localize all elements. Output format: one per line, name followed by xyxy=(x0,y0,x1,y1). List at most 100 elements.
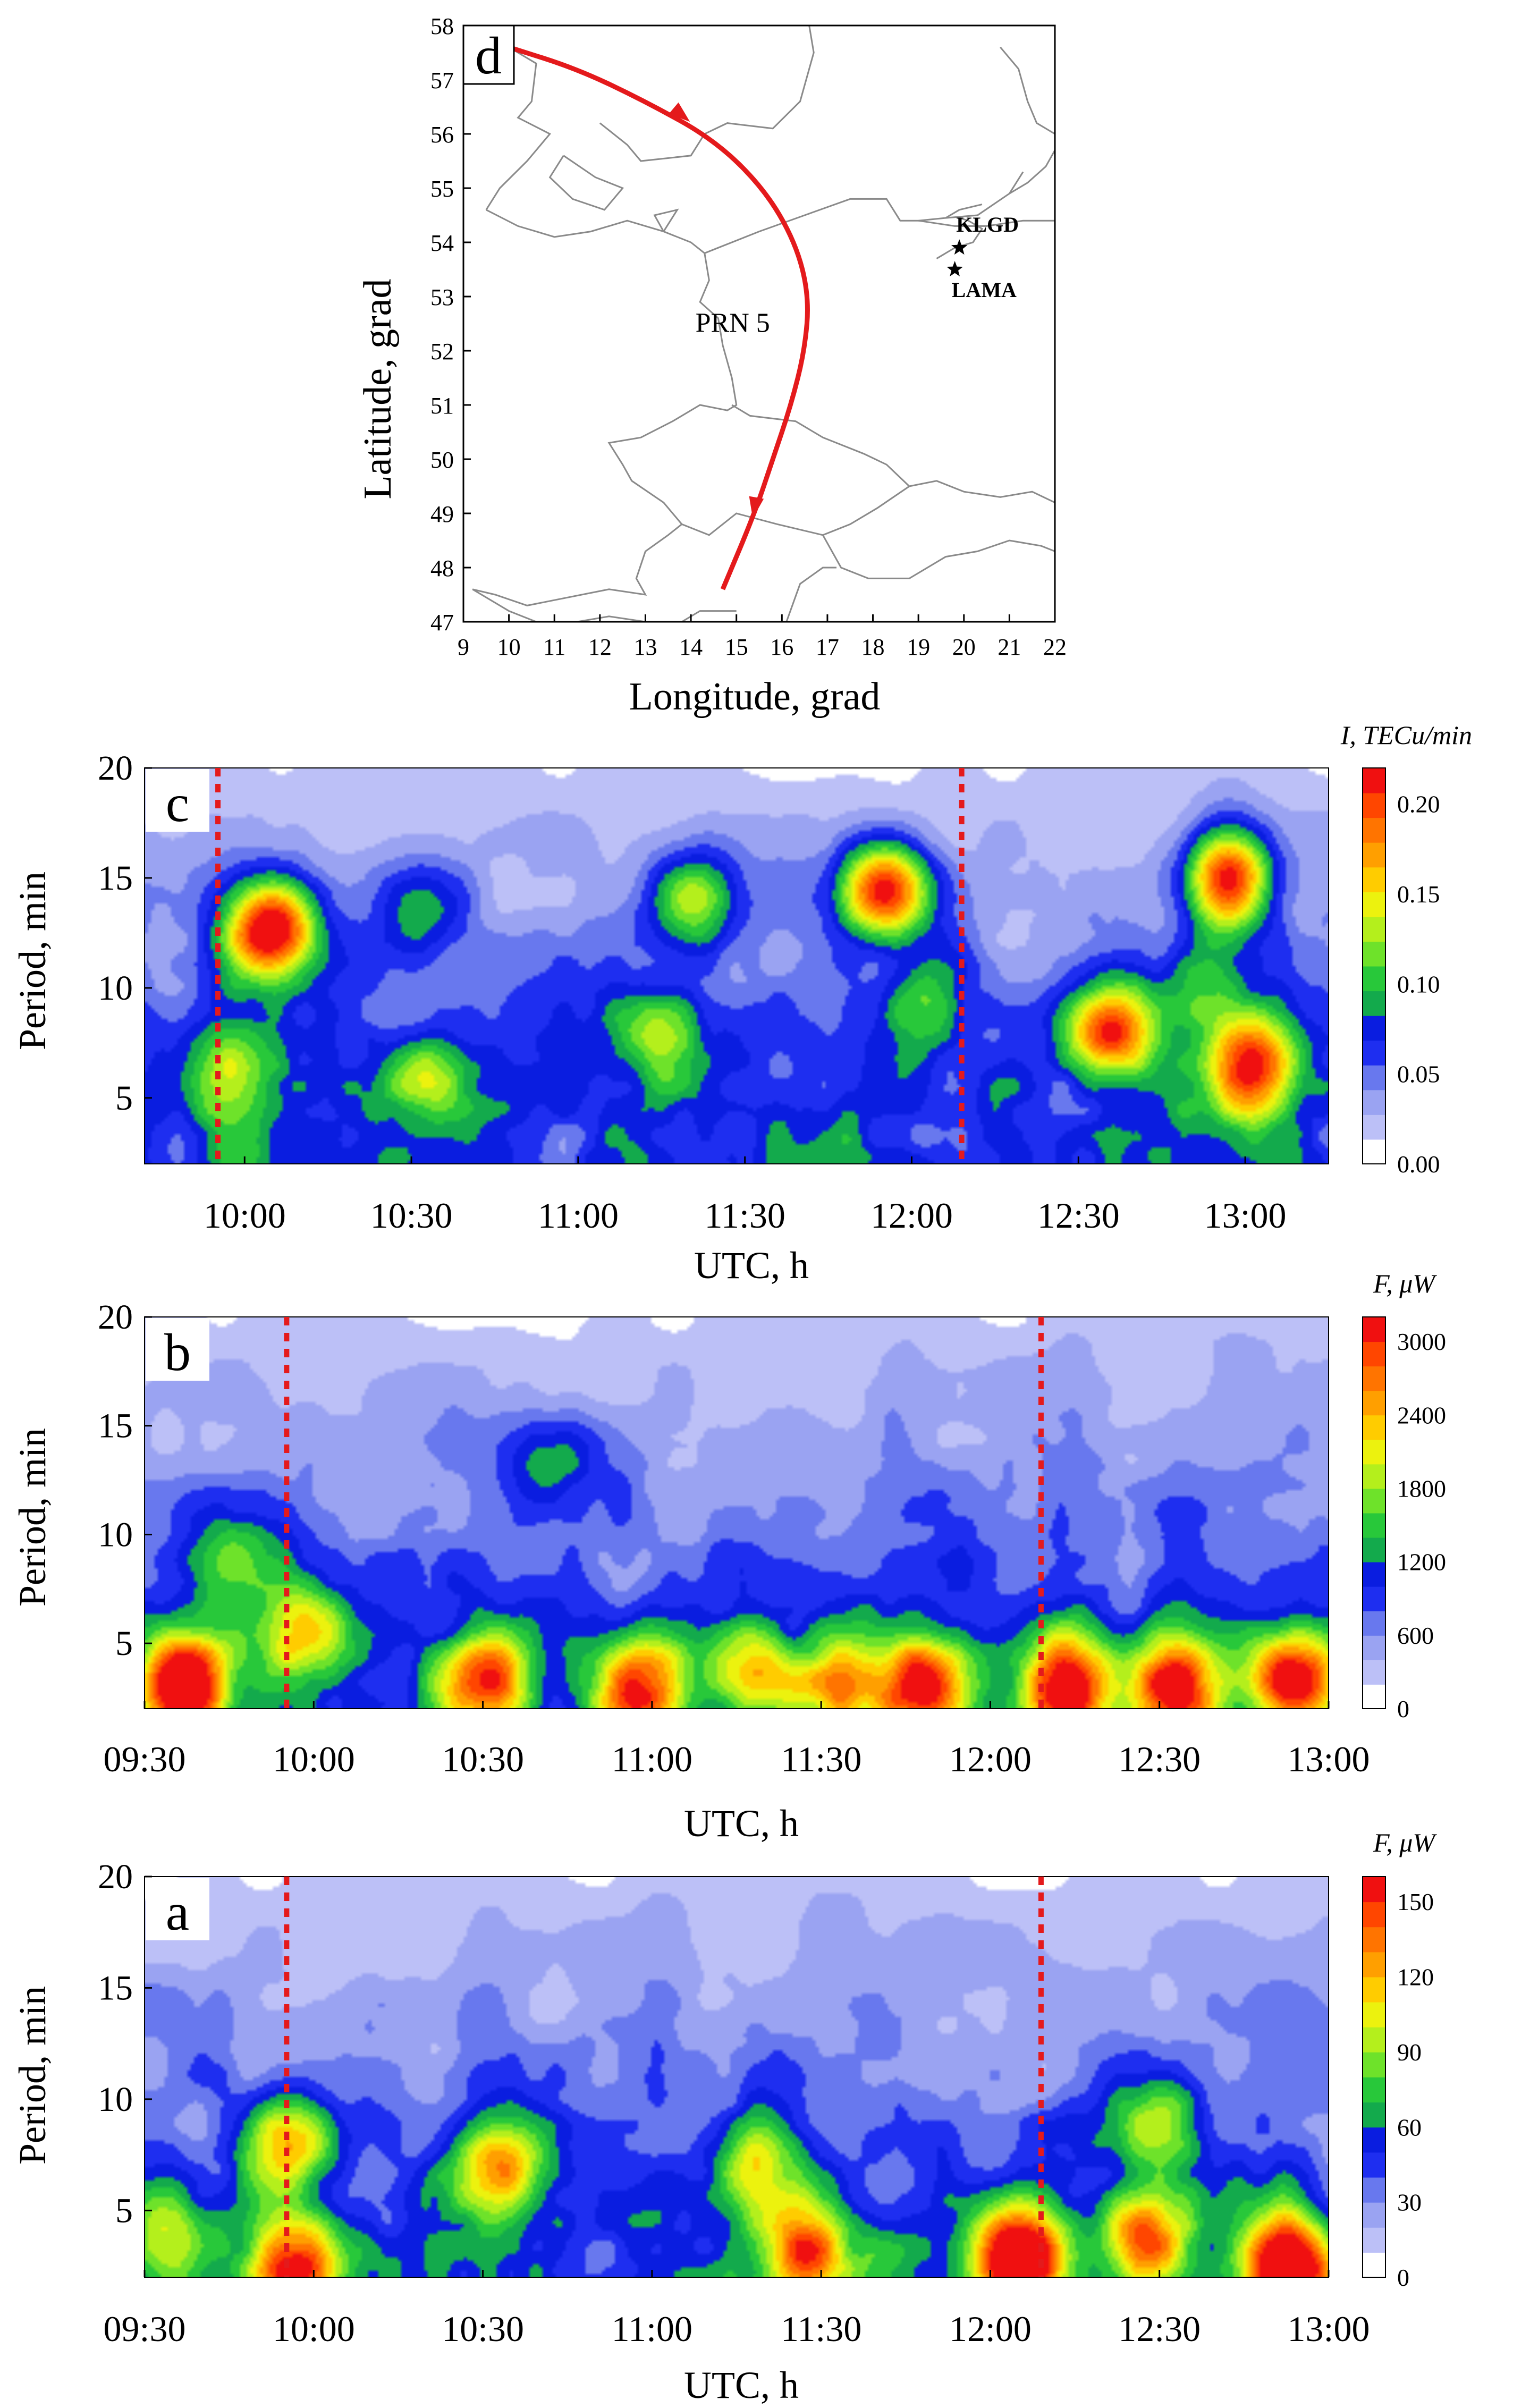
heatmap-panel-c: I, TECu/min UTC, h Period, min 5 10 15 20 10… xyxy=(11,720,1472,1287)
colorbar-tick-label: 0.10 xyxy=(1397,970,1440,998)
colorbar-frame xyxy=(1362,1876,1386,2278)
x-tick-label: 10:00 xyxy=(273,2309,355,2349)
x-tick-label: 11 xyxy=(543,634,565,660)
colorbar-tick-label: 120 xyxy=(1397,1964,1434,1991)
colorbar-tick-label: 600 xyxy=(1397,1622,1434,1649)
colorbar-swatch xyxy=(1363,1586,1385,1611)
border-line xyxy=(548,155,624,211)
x-tick-label: 14 xyxy=(679,634,703,660)
x-tick-label: 10:30 xyxy=(370,1195,453,1236)
y-tick-label: 50 xyxy=(430,447,454,473)
colorbar-swatch xyxy=(1363,1366,1385,1391)
x-tick-label: 12 xyxy=(588,634,612,660)
y-tick-label: 53 xyxy=(430,284,454,310)
y-tick-label: 15 xyxy=(98,859,133,898)
panel-label-box xyxy=(462,24,515,85)
map-x-ticks: 9 10 11 12 13 14 15 16 17 18 19 20 21 22 xyxy=(458,614,1067,660)
y-tick-label: 5 xyxy=(115,1624,133,1663)
colorbar-tick-label: 0 xyxy=(1397,1695,1409,1722)
x-tick-label: 21 xyxy=(998,634,1021,660)
colorbar-swatch xyxy=(1363,1139,1385,1164)
colorbar-swatch xyxy=(1363,768,1385,793)
y-tick-label: 15 xyxy=(98,1968,133,2007)
heatmap-field xyxy=(145,1317,1329,1709)
colorbar-swatch xyxy=(1363,1415,1385,1440)
border-line xyxy=(731,404,1055,503)
x-tick-label: 10:30 xyxy=(442,2309,524,2349)
x-axis-label: Longitude, grad xyxy=(629,675,881,719)
country-borders xyxy=(463,25,1056,623)
colorbar-tick-label: 0 xyxy=(1397,2264,1409,2291)
colorbar-tick-label: 1200 xyxy=(1397,1549,1446,1576)
y-tick-label: 57 xyxy=(430,67,454,94)
y-tick-label: 51 xyxy=(430,393,454,419)
x-tick-label: 10:00 xyxy=(204,1195,286,1236)
x-tick-label: 9 xyxy=(458,634,469,660)
x-axis-label: UTC, h xyxy=(694,1244,809,1287)
border-line xyxy=(918,219,1055,227)
heatmap-field xyxy=(145,1877,1329,2277)
colorbar-swatch xyxy=(1363,1513,1385,1538)
colorbar-swatch xyxy=(1363,867,1385,892)
x-tick-label: 11:30 xyxy=(705,1195,785,1236)
colorbar-swatch xyxy=(1363,1537,1385,1562)
heatmap-panel-b: F, μW UTC, h Period, min 5 10 15 20 09:30 10:… xyxy=(11,1269,1446,1845)
plot-frame xyxy=(144,767,1329,1164)
colorbar-swatch xyxy=(1363,2077,1385,2103)
x-tick-label: 11:30 xyxy=(781,1739,861,1779)
colorbar-swatch xyxy=(1363,1610,1385,1636)
y-axis-label: Latitude, grad xyxy=(356,278,400,499)
x-tick-label: 10:30 xyxy=(442,1739,524,1779)
x-tick-label: 13:00 xyxy=(1288,1739,1370,1779)
border-line xyxy=(822,535,1055,579)
colorbar-swatch xyxy=(1363,2051,1385,2077)
border-line xyxy=(472,588,737,623)
colorbar-frame xyxy=(1362,767,1386,1164)
colorbar-tick-label: 2400 xyxy=(1397,1401,1446,1429)
plot-frame xyxy=(144,1876,1329,2278)
border-line xyxy=(936,217,984,259)
y-tick-label: 15 xyxy=(98,1407,133,1446)
border-line xyxy=(599,25,815,162)
colorbar-swatch xyxy=(1363,2102,1385,2128)
panel-label-box xyxy=(146,1878,209,1940)
colorbar-frame xyxy=(1362,1316,1386,1709)
x-tick-label: 12:00 xyxy=(949,1739,1032,1779)
station-label: LAMA xyxy=(952,278,1017,302)
track-arrows xyxy=(669,102,764,519)
y-tick-label: 55 xyxy=(430,176,454,202)
colorbar-swatch xyxy=(1363,2227,1385,2253)
colorbar-swatch xyxy=(1363,2177,1385,2203)
x-tick-label: 12:30 xyxy=(1118,1739,1201,1779)
colorbar-swatch xyxy=(1363,792,1385,818)
border-line xyxy=(653,208,679,232)
colorbar-swatch xyxy=(1363,941,1385,967)
colorbar-tick-label: 3000 xyxy=(1397,1328,1446,1355)
colorbar-title: I, TECu/min xyxy=(1340,720,1472,750)
colorbar-swatch xyxy=(1363,2152,1385,2178)
colorbar-swatch xyxy=(1363,1439,1385,1465)
track-arrow xyxy=(749,496,764,519)
map-panel: 9 10 11 12 13 14 15 16 17 18 19 20 21 22 47 48 49 50 51 52… xyxy=(356,13,1067,719)
y-tick-label: 20 xyxy=(98,1857,133,1896)
y-tick-label: 56 xyxy=(430,122,454,148)
y-tick-label: 10 xyxy=(98,2080,133,2119)
x-tick-label: 09:30 xyxy=(104,1739,186,1779)
colorbar-swatch xyxy=(1363,891,1385,917)
colorbar-swatch xyxy=(1363,966,1385,992)
colorbar-tick-label: 0.05 xyxy=(1397,1061,1440,1088)
y-axis-label: Period, min xyxy=(11,1428,54,1607)
x-tick-label: 12:30 xyxy=(1118,2309,1201,2349)
y-tick-label: 5 xyxy=(115,2191,133,2230)
map-frame xyxy=(462,24,1056,623)
colorbar-swatch xyxy=(1363,1927,1385,1953)
colorbar-tick-label: 0.00 xyxy=(1397,1151,1440,1178)
border-line xyxy=(1009,149,1056,195)
colorbar-swatch xyxy=(1363,842,1385,868)
colorbar-swatch xyxy=(1363,1089,1385,1115)
colorbar-swatch xyxy=(1363,1902,1385,1928)
colorbar-tick-label: 0.15 xyxy=(1397,881,1440,908)
x-tick-label: 19 xyxy=(907,634,930,660)
x-tick-label: 11:00 xyxy=(538,1195,619,1236)
panel-label: d xyxy=(475,26,502,85)
